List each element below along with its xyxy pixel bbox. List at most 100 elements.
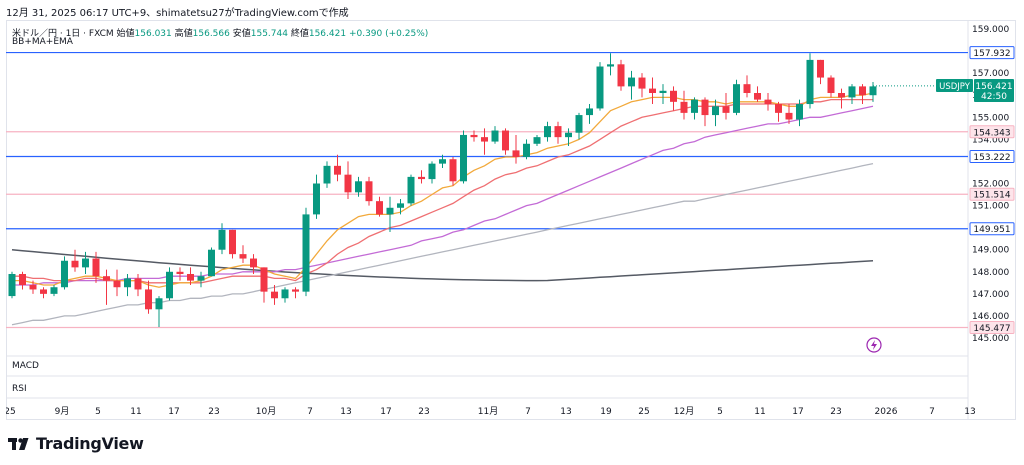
x-tick-label: 9月 (55, 406, 70, 417)
candle-body (785, 112, 793, 120)
x-tick-label: 11 (754, 407, 765, 417)
candle-body (470, 134, 478, 138)
x-tick-label: 23 (208, 407, 219, 417)
candle-body (302, 214, 310, 292)
candle-body (92, 258, 100, 277)
candle-body (19, 273, 26, 286)
level-tag-label: 154.343 (973, 128, 1010, 138)
open-value: 156.031 (134, 29, 172, 39)
candle-body (82, 258, 89, 268)
x-tick-label: 23 (418, 407, 429, 417)
candle-body (628, 77, 635, 87)
candle-body (481, 137, 488, 142)
candle-body (680, 101, 688, 113)
y-tick-label: 146.000 (972, 312, 1009, 322)
candle-body (586, 108, 593, 116)
level-tag-box (969, 222, 1015, 236)
chart-frame (6, 20, 1016, 420)
candle-body (61, 260, 68, 288)
candle-body (113, 280, 121, 288)
candle-body (460, 134, 467, 182)
candle-body (428, 163, 436, 180)
candle-body (239, 254, 247, 259)
level-tag-box (969, 150, 1015, 164)
level-tag-box (969, 320, 1015, 334)
y-tick-label: 159.000 (972, 25, 1009, 35)
candle-body (712, 106, 719, 116)
candle-body (659, 90, 667, 94)
candle-body (701, 99, 709, 116)
candle-body (638, 77, 646, 89)
x-tick-label: 7 (307, 407, 313, 417)
candle-body (313, 183, 320, 215)
candle-body (533, 137, 541, 144)
candle-body (859, 86, 866, 96)
candle-body (544, 126, 551, 138)
candle-body (596, 66, 604, 109)
price-axis[interactable]: 159.000157.000156.000155.000154.000152.0… (972, 25, 1009, 344)
symbol-name[interactable]: 米ドル／円 · 1日 · FXCM (12, 29, 114, 39)
x-tick-label: 5 (717, 407, 723, 417)
tradingview-logo[interactable]: TradingView (8, 434, 144, 453)
close-label: 終値 (290, 29, 309, 39)
candle-body (418, 176, 425, 180)
rsi-panel-label[interactable]: RSI (12, 384, 27, 394)
moving-average-line (12, 105, 874, 286)
candle-body (103, 276, 110, 281)
chart-caption: 12月 31, 2025 06:17 UTC+9、shimatetsu27がTr… (6, 8, 349, 19)
candle-body (817, 59, 824, 78)
candle-body (124, 278, 131, 288)
candle-body (8, 273, 16, 297)
x-tick-label: 11 (130, 407, 141, 417)
candle-body (208, 249, 215, 277)
candle-body (691, 99, 698, 113)
candle-body (281, 289, 289, 299)
low-value: 155.744 (250, 29, 288, 39)
candle-body (355, 181, 362, 193)
price-tag-countdown: 42:50 (981, 92, 1007, 102)
tradingview-logo-icon (8, 437, 29, 450)
y-tick-label: 154.000 (972, 135, 1009, 145)
x-tick-label: 13 (964, 407, 975, 417)
macd-panel-label[interactable]: MACD (12, 361, 39, 371)
candle-body (502, 130, 509, 151)
candle-body (491, 130, 499, 142)
horizontal-levels[interactable] (6, 51, 968, 329)
y-tick-label: 152.000 (972, 180, 1009, 190)
x-tick-label: 17 (380, 407, 391, 417)
x-tick-label: 13 (560, 407, 571, 417)
candle-body (260, 267, 268, 292)
candle-body (250, 258, 257, 268)
candle-body (523, 143, 530, 158)
candle-body (187, 273, 194, 281)
candle-body (838, 93, 845, 98)
x-tick-label: 23 (830, 407, 841, 417)
level-tag-box (969, 125, 1015, 139)
level-tag-label: 149.951 (973, 225, 1010, 235)
candle-body (397, 203, 404, 208)
candle-body (848, 86, 856, 98)
close-value: 156.421 (308, 29, 347, 39)
y-tick-label: 145.000 (972, 334, 1009, 344)
x-tick-label: 10月 (256, 406, 276, 417)
candle-body (50, 287, 58, 294)
candle-body (743, 84, 751, 94)
moving-averages (11, 85, 968, 326)
lightning-bolt-icon[interactable] (866, 337, 882, 353)
candle-body (292, 289, 299, 292)
indicator-legend[interactable]: BB+MA+EMA (12, 37, 73, 47)
level-tag-label: 157.932 (973, 49, 1010, 59)
candle-body (344, 174, 352, 193)
level-tags: 157.932 154.343 153.222 151.514 149.951 145.4… (969, 46, 1015, 334)
price-chart[interactable]: 159.000157.000156.000155.000154.000152.0… (6, 20, 1016, 420)
level-tag-box (969, 187, 1015, 201)
candle-body (229, 229, 236, 255)
high-value: 156.566 (192, 29, 230, 39)
candle-body (29, 285, 37, 290)
y-tick-label: 147.000 (972, 290, 1009, 300)
candle-body (407, 176, 415, 204)
candles (8, 53, 877, 327)
x-tick-label: 11月 (478, 406, 498, 417)
time-axis[interactable]: 25 9月 5 11 17 23 10月 7 13 17 23 11月 7 13 19 25 12月 5 11 17 2… (6, 406, 976, 417)
x-tick-label: 12月 (674, 406, 694, 417)
